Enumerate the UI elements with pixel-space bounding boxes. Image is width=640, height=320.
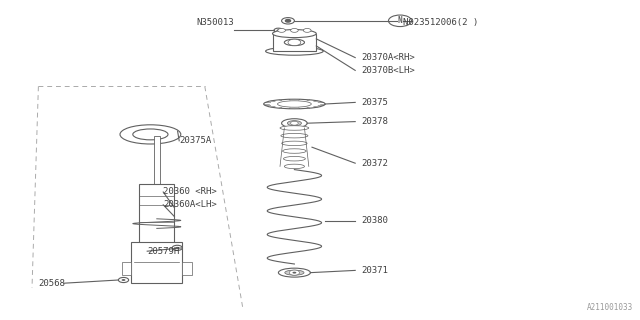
- Circle shape: [288, 39, 301, 46]
- Ellipse shape: [278, 268, 310, 277]
- Ellipse shape: [283, 149, 306, 153]
- Ellipse shape: [278, 101, 311, 107]
- Ellipse shape: [280, 126, 309, 130]
- Ellipse shape: [282, 119, 307, 128]
- Text: 20360A<LH>: 20360A<LH>: [163, 200, 217, 209]
- Text: N023512006(2 ): N023512006(2 ): [403, 18, 479, 27]
- Text: 20579H: 20579H: [147, 247, 179, 256]
- Text: 20360 <RH>: 20360 <RH>: [163, 188, 217, 196]
- Text: 20371: 20371: [362, 266, 388, 275]
- Text: 20370A<RH>: 20370A<RH>: [362, 53, 415, 62]
- Bar: [131, 242, 182, 283]
- Circle shape: [388, 15, 412, 27]
- Text: N: N: [397, 16, 403, 25]
- Text: 20375: 20375: [362, 98, 388, 107]
- Bar: [122, 262, 131, 275]
- Circle shape: [276, 29, 280, 31]
- Circle shape: [282, 18, 294, 24]
- Ellipse shape: [264, 99, 325, 109]
- Ellipse shape: [133, 129, 168, 140]
- Ellipse shape: [285, 270, 304, 275]
- Circle shape: [285, 20, 291, 22]
- Text: 20370B<LH>: 20370B<LH>: [362, 66, 415, 75]
- Bar: [273, 34, 316, 51]
- Circle shape: [118, 277, 129, 283]
- Ellipse shape: [282, 141, 307, 146]
- Bar: [154, 136, 160, 186]
- Circle shape: [291, 121, 298, 125]
- Ellipse shape: [284, 164, 305, 169]
- Bar: [182, 262, 192, 275]
- Circle shape: [175, 247, 179, 249]
- Circle shape: [289, 270, 300, 275]
- Text: N350013: N350013: [196, 18, 234, 27]
- Circle shape: [303, 28, 311, 32]
- Text: 20375A: 20375A: [179, 136, 211, 145]
- Ellipse shape: [273, 30, 316, 38]
- Ellipse shape: [266, 47, 323, 55]
- Text: 20378: 20378: [362, 117, 388, 126]
- Text: 20372: 20372: [362, 159, 388, 168]
- Ellipse shape: [281, 133, 308, 138]
- Text: 20380: 20380: [362, 216, 388, 225]
- Text: 20568: 20568: [38, 279, 65, 288]
- Circle shape: [278, 28, 285, 32]
- Bar: [140, 184, 174, 243]
- Ellipse shape: [287, 121, 301, 126]
- Circle shape: [291, 28, 298, 32]
- Circle shape: [274, 28, 283, 33]
- Ellipse shape: [284, 156, 305, 161]
- Circle shape: [172, 245, 182, 251]
- Circle shape: [122, 279, 125, 281]
- Circle shape: [292, 272, 296, 274]
- Ellipse shape: [120, 125, 180, 144]
- Text: A211001033: A211001033: [588, 303, 634, 312]
- Ellipse shape: [284, 39, 305, 46]
